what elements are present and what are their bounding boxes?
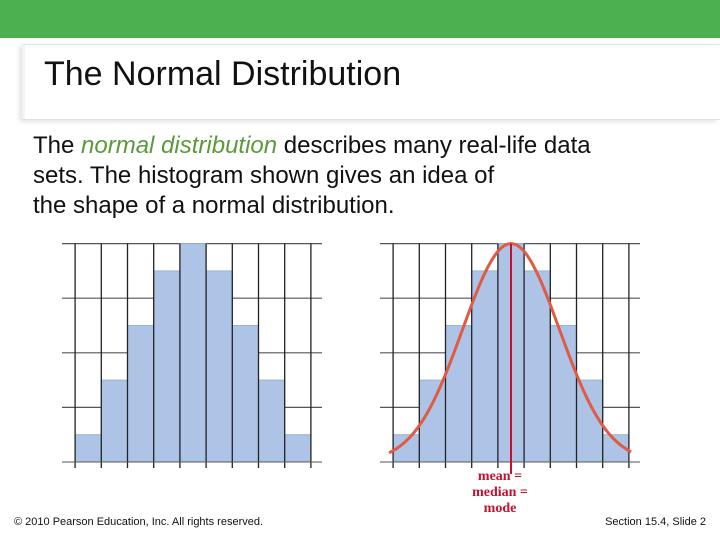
- top-accent-bar: [0, 0, 720, 38]
- histogram-bar: [74, 434, 102, 463]
- histogram-bar: [471, 270, 499, 463]
- histogram-bar: [231, 325, 260, 463]
- body-text: The normal distribution describes many r…: [33, 131, 703, 221]
- title-frame-edge: [22, 45, 25, 119]
- slide-number-footer: Section 15.4, Slide 2: [605, 516, 706, 528]
- histogram-bar: [153, 270, 181, 463]
- slide-title: The Normal Distribution: [44, 55, 402, 93]
- histogram-left: [62, 242, 322, 468]
- histogram-bar: [100, 379, 128, 463]
- histogram-bar: [258, 379, 286, 463]
- body-prefix: The: [33, 132, 82, 159]
- copyright-footer: © 2010 Pearson Education, Inc. All right…: [14, 516, 264, 528]
- histogram-bar: [523, 270, 551, 463]
- histogram-bar: [205, 270, 233, 463]
- annotation-line-mode: mode: [483, 501, 517, 516]
- title-frame: The Normal Distribution: [22, 44, 720, 120]
- histogram-bar: [284, 434, 312, 463]
- body-line3: the shape of a normal distribution.: [33, 192, 395, 219]
- histogram-bar: [549, 325, 578, 463]
- body-line1-rest: describes many real-life data: [277, 132, 591, 159]
- annotation-line-median: median =: [472, 485, 528, 500]
- histogram-bar: [445, 325, 473, 463]
- histogram-right-with-curve: [380, 242, 640, 474]
- histogram-bar: [127, 325, 155, 463]
- mean-median-mode-label: mean = median = mode: [460, 469, 540, 517]
- histogram-bar: [179, 243, 207, 463]
- body-line2: sets. The histogram shown gives an idea …: [33, 162, 495, 189]
- annotation-line-mean: mean =: [477, 469, 523, 484]
- key-term: normal distribution: [81, 132, 278, 159]
